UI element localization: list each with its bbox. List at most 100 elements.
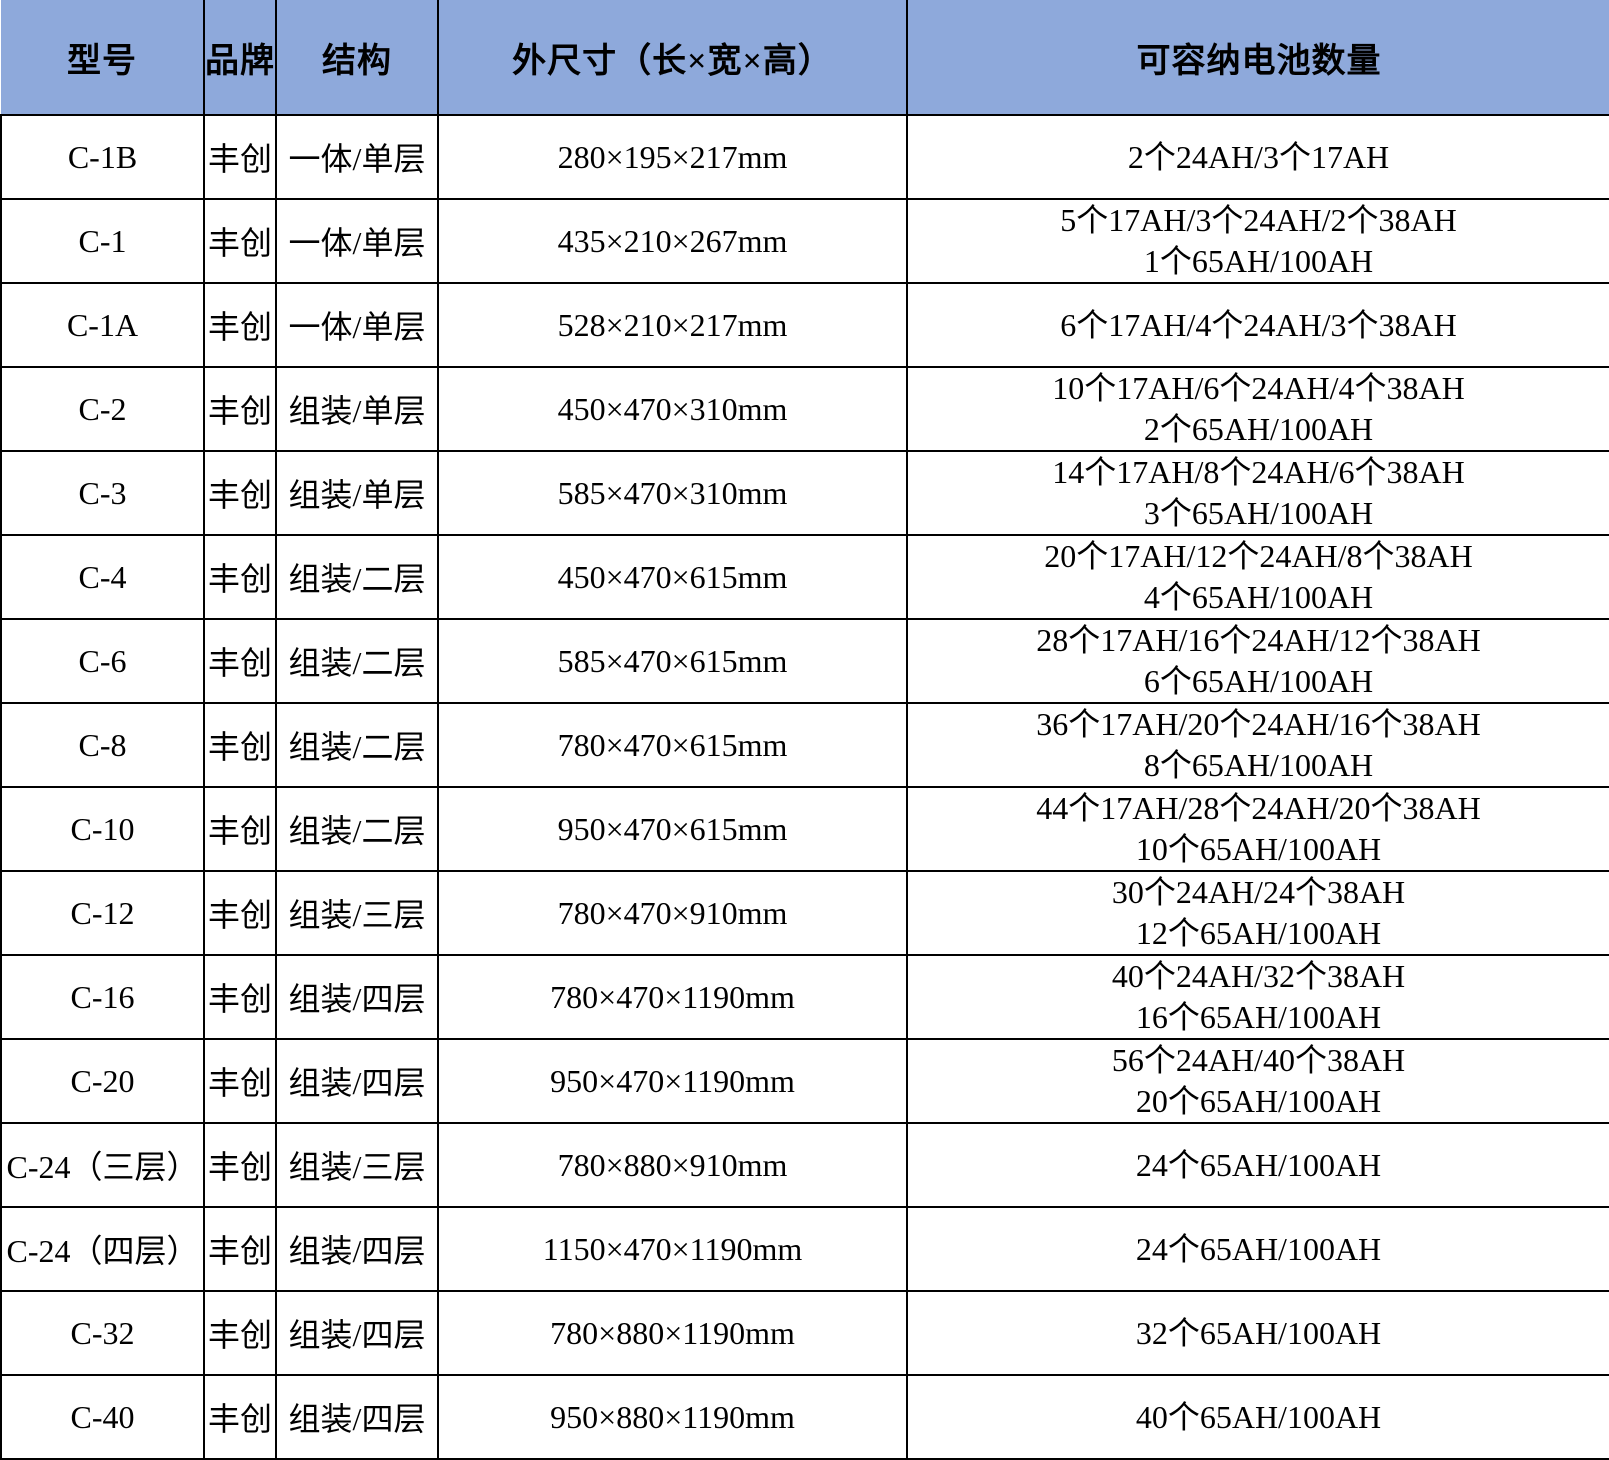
cell-brand: 丰创: [203, 870, 277, 956]
cell-battery: 5个17AH/3个24AH/2个38AH 1个65AH/100AH: [906, 198, 1609, 284]
cell-structure: 组装/单层: [275, 366, 439, 452]
cell-dimensions: 450×470×615mm: [437, 534, 908, 620]
cell-brand: 丰创: [203, 1206, 277, 1292]
table-row: C-4 丰创 组装/二层 450×470×615mm 20个17AH/12个24…: [0, 534, 1609, 620]
cell-brand: 丰创: [203, 450, 277, 536]
battery-lines: 14个17AH/8个24AH/6个38AH 3个65AH/100AH: [909, 453, 1608, 533]
table-row: C-2 丰创 组装/单层 450×470×310mm 10个17AH/6个24A…: [0, 366, 1609, 452]
battery-lines: 40个24AH/32个38AH 16个65AH/100AH: [909, 957, 1608, 1037]
cell-battery: 2个24AH/3个17AH: [906, 114, 1609, 200]
table-row: C-1 丰创 一体/单层 435×210×267mm 5个17AH/3个24AH…: [0, 198, 1609, 284]
cell-battery: 40个24AH/32个38AH 16个65AH/100AH: [906, 954, 1609, 1040]
cell-model: C-8: [0, 702, 205, 788]
cell-model: C-10: [0, 786, 205, 872]
cell-dimensions: 585×470×310mm: [437, 450, 908, 536]
cell-dimensions: 435×210×267mm: [437, 198, 908, 284]
battery-lines: 36个17AH/20个24AH/16个38AH 8个65AH/100AH: [909, 705, 1608, 785]
cell-dimensions: 780×880×1190mm: [437, 1290, 908, 1376]
cell-model: C-24（三层）: [0, 1122, 205, 1208]
cell-structure: 组装/四层: [275, 1374, 439, 1460]
cell-brand: 丰创: [203, 1038, 277, 1124]
battery-lines: 2个24AH/3个17AH: [909, 137, 1608, 178]
col-header-dimensions: 外尺寸（长×宽×高）: [437, 0, 908, 116]
battery-line: 16个65AH/100AH: [1135, 999, 1382, 1035]
cell-dimensions: 780×880×910mm: [437, 1122, 908, 1208]
battery-lines: 5个17AH/3个24AH/2个38AH 1个65AH/100AH: [909, 201, 1608, 281]
cell-brand: 丰创: [203, 282, 277, 368]
cell-dimensions: 780×470×615mm: [437, 702, 908, 788]
cell-battery: 10个17AH/6个24AH/4个38AH 2个65AH/100AH: [906, 366, 1609, 452]
cell-dimensions: 585×470×615mm: [437, 618, 908, 704]
cell-brand: 丰创: [203, 1290, 277, 1376]
cell-model: C-16: [0, 954, 205, 1040]
cell-battery: 32个65AH/100AH: [906, 1290, 1609, 1376]
cell-structure: 组装/四层: [275, 954, 439, 1040]
battery-line: 56个24AH/40个38AH: [1111, 1042, 1406, 1078]
table-row: C-32 丰创 组装/四层 780×880×1190mm 32个65AH/100…: [0, 1290, 1609, 1376]
battery-line: 4个65AH/100AH: [1143, 579, 1374, 615]
cell-model: C-6: [0, 618, 205, 704]
battery-lines: 24个65AH/100AH: [909, 1229, 1608, 1270]
battery-line: 24个65AH/100AH: [1135, 1230, 1382, 1267]
table-header: 型号 品牌 结构 外尺寸（长×宽×高） 可容纳电池数量: [1, 0, 1609, 116]
cell-battery: 6个17AH/4个24AH/3个38AH: [906, 282, 1609, 368]
table-row: C-1B 丰创 一体/单层 280×195×217mm 2个24AH/3个17A…: [0, 114, 1609, 200]
cell-model: C-1A: [0, 282, 205, 368]
battery-line: 12个65AH/100AH: [1135, 915, 1382, 951]
cell-battery: 30个24AH/24个38AH 12个65AH/100AH: [906, 870, 1609, 956]
battery-line: 1个65AH/100AH: [1143, 243, 1374, 279]
cell-structure: 组装/三层: [275, 870, 439, 956]
cell-brand: 丰创: [203, 114, 277, 200]
battery-line: 8个65AH/100AH: [1143, 747, 1374, 783]
table-row: C-12 丰创 组装/三层 780×470×910mm 30个24AH/24个3…: [0, 870, 1609, 956]
table-row: C-8 丰创 组装/二层 780×470×615mm 36个17AH/20个24…: [0, 702, 1609, 788]
cell-model: C-1: [0, 198, 205, 284]
cell-brand: 丰创: [203, 198, 277, 284]
battery-lines: 56个24AH/40个38AH 20个65AH/100AH: [909, 1041, 1608, 1121]
cell-battery: 24个65AH/100AH: [906, 1206, 1609, 1292]
cell-dimensions: 528×210×217mm: [437, 282, 908, 368]
battery-line: 40个24AH/32个38AH: [1111, 958, 1406, 994]
cell-model: C-40: [0, 1374, 205, 1460]
cell-dimensions: 280×195×217mm: [437, 114, 908, 200]
table-row: C-16 丰创 组装/四层 780×470×1190mm 40个24AH/32个…: [0, 954, 1609, 1040]
cell-brand: 丰创: [203, 786, 277, 872]
cell-battery: 36个17AH/20个24AH/16个38AH 8个65AH/100AH: [906, 702, 1609, 788]
battery-lines: 20个17AH/12个24AH/8个38AH 4个65AH/100AH: [909, 537, 1608, 617]
battery-line: 6个17AH/4个24AH/3个38AH: [1060, 306, 1457, 343]
cell-structure: 组装/四层: [275, 1290, 439, 1376]
battery-lines: 28个17AH/16个24AH/12个38AH 6个65AH/100AH: [909, 621, 1608, 701]
cell-dimensions: 450×470×310mm: [437, 366, 908, 452]
cell-structure: 一体/单层: [275, 114, 439, 200]
cell-model: C-2: [0, 366, 205, 452]
col-header-model: 型号: [1, 0, 205, 116]
cell-brand: 丰创: [203, 702, 277, 788]
battery-line: 14个17AH/8个24AH/6个38AH: [1052, 454, 1465, 490]
col-header-structure: 结构: [275, 0, 439, 116]
battery-lines: 30个24AH/24个38AH 12个65AH/100AH: [909, 873, 1608, 953]
cell-brand: 丰创: [203, 954, 277, 1040]
col-header-brand: 品牌: [203, 0, 277, 116]
cell-model: C-32: [0, 1290, 205, 1376]
battery-line: 3个65AH/100AH: [1143, 495, 1374, 531]
cell-battery: 56个24AH/40个38AH 20个65AH/100AH: [906, 1038, 1609, 1124]
cell-dimensions: 950×470×615mm: [437, 786, 908, 872]
battery-lines: 10个17AH/6个24AH/4个38AH 2个65AH/100AH: [909, 369, 1608, 449]
table-row: C-6 丰创 组装/二层 585×470×615mm 28个17AH/16个24…: [0, 618, 1609, 704]
cell-model: C-24（四层）: [0, 1206, 205, 1292]
table-row: C-40 丰创 组装/四层 950×880×1190mm 40个65AH/100…: [0, 1374, 1609, 1460]
cell-structure: 组装/二层: [275, 786, 439, 872]
table-row: C-3 丰创 组装/单层 585×470×310mm 14个17AH/8个24A…: [0, 450, 1609, 536]
table-row: C-24（三层） 丰创 组装/三层 780×880×910mm 24个65AH/…: [0, 1122, 1609, 1208]
cell-structure: 组装/二层: [275, 702, 439, 788]
cell-dimensions: 950×470×1190mm: [437, 1038, 908, 1124]
cell-dimensions: 780×470×910mm: [437, 870, 908, 956]
cell-brand: 丰创: [203, 618, 277, 704]
cell-model: C-12: [0, 870, 205, 956]
battery-lines: 24个65AH/100AH: [909, 1145, 1608, 1186]
battery-line: 28个17AH/16个24AH/12个38AH: [1036, 622, 1481, 658]
table-body: C-1B 丰创 一体/单层 280×195×217mm 2个24AH/3个17A…: [0, 114, 1609, 1460]
battery-line: 10个65AH/100AH: [1135, 831, 1382, 867]
battery-line: 2个65AH/100AH: [1143, 411, 1374, 447]
